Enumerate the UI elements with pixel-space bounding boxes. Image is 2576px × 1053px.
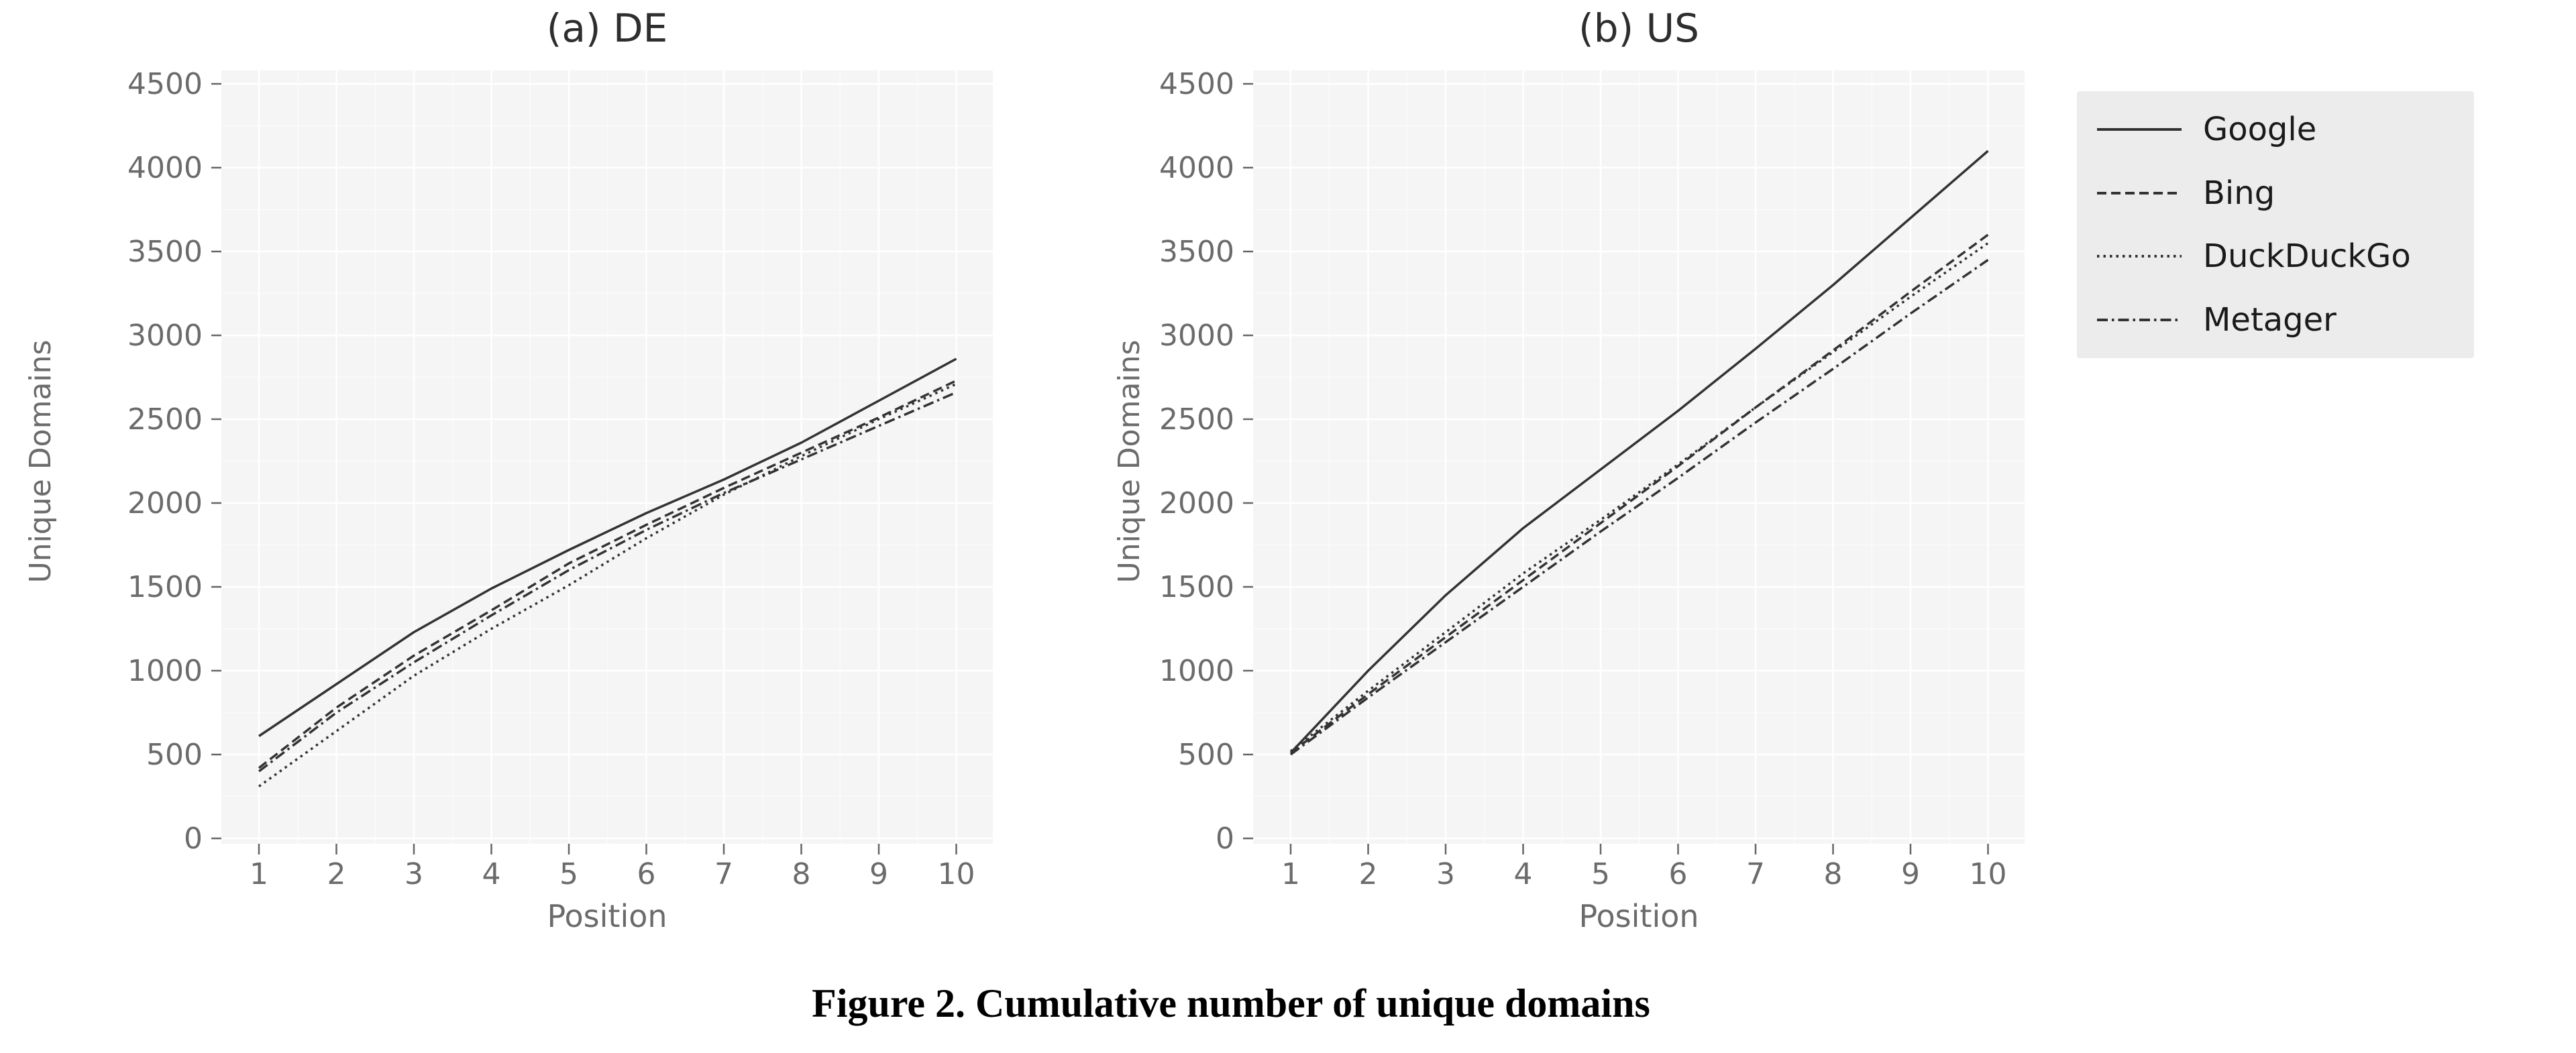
legend-label: Bing — [2203, 174, 2275, 212]
x-tick-label: 2 — [1359, 857, 1378, 891]
y-tick-label: 4000 — [127, 151, 203, 185]
y-tick-label: 500 — [146, 738, 203, 772]
x-tick-label: 1 — [250, 857, 268, 891]
y-tick-label: 1500 — [1159, 570, 1234, 604]
series-line-google — [1289, 150, 1989, 754]
series-line-bing — [1289, 233, 1989, 754]
y-tick-label: 4500 — [127, 67, 203, 101]
x-tick-label: 1 — [1281, 857, 1300, 891]
legend-line-sample-metager — [2097, 318, 2182, 321]
x-tick-label: 6 — [1669, 857, 1688, 891]
y-tick-label: 2500 — [127, 402, 203, 437]
legend-label: Metager — [2203, 300, 2337, 339]
series-line-duckduckgo — [258, 382, 957, 787]
y-tick-label: 4500 — [1159, 67, 1234, 101]
x-tick-label: 6 — [637, 857, 656, 891]
x-tick-label: 2 — [327, 857, 346, 891]
y-tick-label: 3000 — [1159, 319, 1234, 353]
legend-label: Google — [2203, 111, 2317, 149]
x-tick-label: 10 — [1970, 857, 2007, 891]
x-tick-label: 4 — [1514, 857, 1533, 891]
legend-item-metager: Metager — [2077, 304, 2474, 336]
x-tick-label: 10 — [938, 857, 975, 891]
x-tick-label: 7 — [714, 857, 733, 891]
chart-de-title: (a) DE — [547, 5, 668, 51]
x-tick-label: 7 — [1746, 857, 1765, 891]
series-line-bing — [258, 379, 957, 769]
x-tick-label: 8 — [792, 857, 811, 891]
y-tick-label: 500 — [1178, 738, 1234, 772]
y-tick-label: 0 — [184, 822, 203, 856]
y-tick-label: 1000 — [127, 654, 203, 688]
chart-us-title: (b) US — [1578, 5, 1699, 51]
y-tick-label: 2000 — [127, 486, 203, 520]
y-tick-label: 3500 — [1159, 235, 1234, 269]
chart-us-xlabel: Position — [1578, 898, 1699, 934]
chart-us: 0 500 1000 1500 2000 2500 3000 3500 4000 4500 1 2 3 4… — [1112, 5, 2025, 934]
legend-line-sample-duckduckgo — [2097, 255, 2182, 258]
x-tick-label: 8 — [1824, 857, 1843, 891]
series-line-duckduckgo — [1289, 242, 1989, 753]
legend-line-sample-bing — [2097, 191, 2182, 195]
legend-item-duckduckgo: DuckDuckGo — [2077, 240, 2474, 272]
x-tick-label: 3 — [405, 857, 423, 891]
chart-de-xlabel: Position — [547, 898, 667, 934]
chart-us-ylabel: Unique Domains — [1112, 340, 1146, 584]
legend-label: DuckDuckGo — [2203, 237, 2411, 276]
x-tick-label: 5 — [559, 857, 578, 891]
legend-item-bing: Bing — [2077, 177, 2474, 209]
y-tick-label: 3000 — [127, 319, 203, 353]
chart-de-ylabel: Unique Domains — [23, 340, 58, 584]
y-tick-label: 3500 — [127, 235, 203, 269]
chart-de: 0 500 1000 1500 2000 2500 3000 3500 4000 4500 1 2 3 4… — [23, 5, 993, 934]
figure-caption: Figure 2. Cumulative number of unique do… — [812, 981, 1650, 1026]
x-tick-label: 9 — [869, 857, 888, 891]
series-line-metager — [1289, 259, 1989, 756]
y-tick-label: 2500 — [1159, 402, 1234, 437]
x-tick-label: 5 — [1591, 857, 1610, 891]
y-tick-label: 1500 — [127, 570, 203, 604]
x-tick-label: 4 — [482, 857, 501, 891]
y-tick-label: 4000 — [1159, 151, 1234, 185]
y-tick-label: 1000 — [1159, 654, 1234, 688]
legend-line-sample-google — [2097, 128, 2182, 131]
y-tick-label: 0 — [1216, 822, 1234, 856]
x-tick-label: 3 — [1436, 857, 1455, 891]
series-line-metager — [258, 391, 957, 773]
y-tick-label: 2000 — [1159, 486, 1234, 520]
x-tick-label: 9 — [1901, 857, 1920, 891]
chart-de-plot-group: 0 500 1000 1500 2000 2500 3000 3500 4000 4500 1 2 3 4… — [127, 67, 993, 891]
chart-us-plot-group: 0 500 1000 1500 2000 2500 3000 3500 4000 4500 1 2 3 4… — [1159, 67, 2025, 891]
series-line-google — [258, 357, 957, 737]
legend-item-google: Google — [2077, 113, 2474, 146]
legend: Google Bing DuckDuckGo Metager — [2077, 91, 2474, 358]
